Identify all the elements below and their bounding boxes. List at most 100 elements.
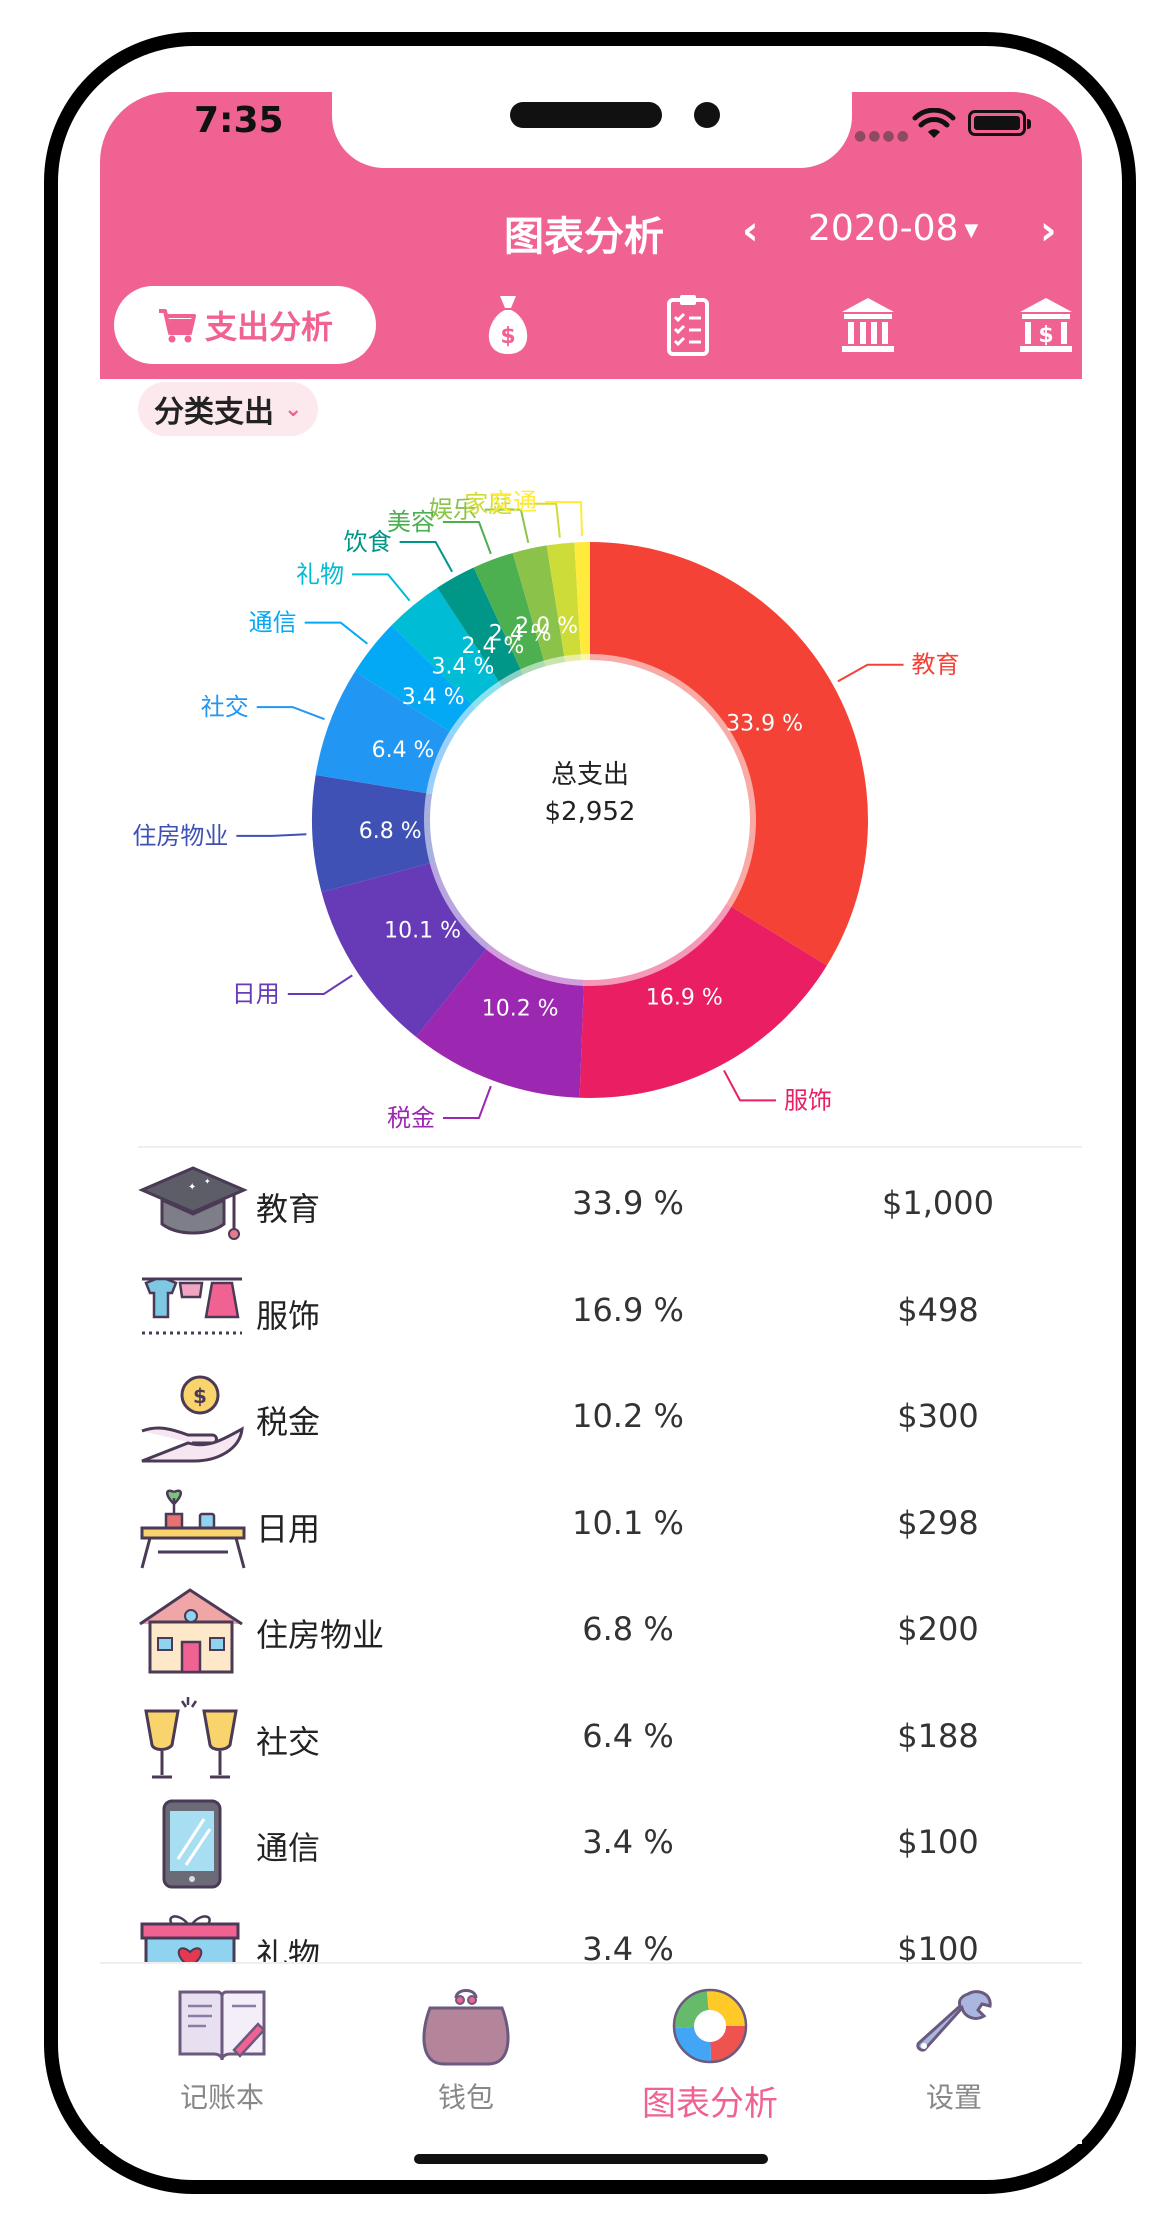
category-amount: $100 — [897, 1823, 979, 1861]
list-item[interactable]: 服饰 16.9 % $498 — [138, 1259, 1082, 1366]
slice-percent-label: 10.1 % — [384, 918, 461, 943]
list-item[interactable]: 日用 10.1 % $298 — [138, 1472, 1082, 1579]
chart-slice[interactable] — [312, 774, 436, 893]
category-name: 税金 — [256, 1403, 321, 1441]
category-percent: 33.9 % — [572, 1184, 684, 1222]
leader-line — [484, 508, 530, 544]
chevron-right-icon[interactable]: › — [1040, 208, 1057, 254]
chart-center-value: $2,952 — [545, 797, 636, 827]
chart-slice[interactable] — [546, 542, 581, 662]
category-percent: 3.4 % — [582, 1929, 674, 1963]
slice-category-label: 家庭 — [464, 490, 512, 518]
nav-charts[interactable]: 图表分析 — [610, 1984, 810, 2125]
category-percent: 16.9 % — [572, 1290, 684, 1329]
slice-percent-label: 33.9 % — [726, 711, 803, 736]
signal-icon: ●●●● — [854, 128, 911, 144]
nav-label: 设置 — [925, 2081, 982, 2114]
category-name: 日用 — [256, 1509, 321, 1548]
category-percent: 6.4 % — [582, 1716, 674, 1755]
tab-expense-label: 支出分析 — [204, 308, 333, 346]
category-percent: 6.8 % — [582, 1610, 674, 1648]
leader-line — [442, 1085, 492, 1119]
money-bag-icon[interactable]: $ — [478, 292, 538, 358]
category-amount: $298 — [897, 1503, 979, 1542]
category-percent: 10.1 % — [572, 1503, 684, 1542]
slice-category-label: 礼物 — [296, 560, 344, 588]
chart-slice[interactable] — [437, 567, 524, 687]
leader-line — [236, 833, 307, 837]
list-item[interactable]: 住房物业 6.8 % $200 — [138, 1578, 1082, 1685]
category-filter-dropdown[interactable]: 分类支出 ⌄ — [138, 382, 319, 436]
tab-expense-analysis[interactable]: 支出分析 — [114, 286, 376, 364]
category-amount: $188 — [897, 1716, 979, 1755]
graduation-cap-icon: ✦✦ — [138, 1166, 248, 1240]
chart-slice[interactable] — [354, 625, 476, 735]
clipboard-icon[interactable] — [658, 292, 718, 358]
category-name: 住房物业 — [256, 1616, 385, 1654]
category-name: 服饰 — [256, 1296, 321, 1335]
chart-slice[interactable] — [579, 903, 827, 1098]
slice-category-label: 社交 — [201, 693, 249, 721]
leader-line — [520, 502, 561, 538]
list-item[interactable]: 礼物 3.4 % $100 — [138, 1898, 1082, 1963]
cart-icon — [158, 309, 196, 343]
slice-percent-label: 3.4 % — [431, 655, 494, 680]
phone-icon — [162, 1799, 222, 1889]
leader-line — [837, 663, 904, 683]
chart-slice[interactable] — [574, 542, 590, 661]
list-item[interactable]: $ 税金 10.2 % $300 — [138, 1365, 1082, 1472]
bottom-nav: 记账本 钱包 图表分析 设置 — [100, 1962, 1082, 2144]
bank-icon[interactable] — [838, 292, 898, 358]
nav-wallet[interactable]: 钱包 — [366, 1984, 566, 2116]
chart-slice[interactable] — [315, 671, 455, 795]
category-list: ✦ ✦ 教育 33.9 % $1,000 服饰 16.9 % $498 $ 税金 … — [138, 1152, 1082, 1962]
nav-settings[interactable]: 设置 — [854, 1984, 1054, 2116]
category-name: 礼物 — [256, 1935, 321, 1963]
category-percent: 10.2 % — [572, 1397, 684, 1435]
chart-center-label: 总支出 — [551, 760, 629, 790]
slice-category-label: 教育 — [912, 651, 960, 679]
svg-text:✦: ✦ — [204, 1177, 211, 1186]
chart-slice[interactable] — [391, 587, 503, 708]
wifi-icon — [912, 108, 956, 138]
slice-percent-label: 6.8 % — [359, 819, 422, 844]
leader-line — [351, 573, 411, 602]
chart-slice[interactable] — [590, 542, 868, 966]
status-time: 7:35 — [194, 100, 284, 141]
chart-slice[interactable] — [416, 944, 584, 1098]
category-name: 教育 — [256, 1190, 321, 1228]
caret-down-icon: ▼ — [964, 219, 979, 241]
leader-line — [287, 974, 353, 995]
slice-category-label: 交通 — [489, 488, 537, 516]
list-item[interactable]: ✦ ✦ 教育 33.9 % $1,000 — [138, 1152, 1082, 1259]
slice-percent-label: 6.4 % — [372, 738, 435, 763]
category-percent: 3.4 % — [582, 1823, 674, 1861]
list-item[interactable]: 通信 3.4 % $100 — [138, 1791, 1082, 1898]
svg-text:$: $ — [1038, 323, 1053, 348]
divider — [138, 1146, 1082, 1148]
nav-label: 记账本 — [179, 2081, 264, 2114]
leader-line — [304, 621, 368, 645]
chart-slice[interactable] — [473, 552, 546, 675]
slice-percent-label: 2.4 % — [461, 634, 524, 659]
bank-dollar-icon[interactable]: $ — [1016, 292, 1076, 358]
list-item[interactable]: 社交 6.4 % $188 — [138, 1685, 1082, 1792]
category-name: 社交 — [256, 1722, 321, 1761]
chevron-left-icon[interactable]: ‹ — [742, 208, 759, 254]
house-icon — [139, 1588, 243, 1674]
chevron-down-icon: ⌄ — [284, 396, 303, 422]
leader-line — [399, 540, 453, 573]
month-selector[interactable]: 2020-08 ▼ — [808, 208, 978, 249]
chart-slice[interactable] — [512, 545, 566, 667]
camera — [694, 102, 720, 128]
slice-category-label: 住房物业 — [132, 822, 228, 850]
clothes-icon — [142, 1277, 242, 1334]
category-amount: $200 — [897, 1610, 979, 1648]
nav-notebook[interactable]: 记账本 — [122, 1984, 322, 2116]
battery-icon — [968, 110, 1031, 136]
cheers-icon — [144, 1696, 238, 1778]
coin-hand-icon: $ — [141, 1375, 244, 1463]
donut-chart-icon — [672, 1988, 748, 2064]
category-amount: $300 — [897, 1397, 979, 1435]
